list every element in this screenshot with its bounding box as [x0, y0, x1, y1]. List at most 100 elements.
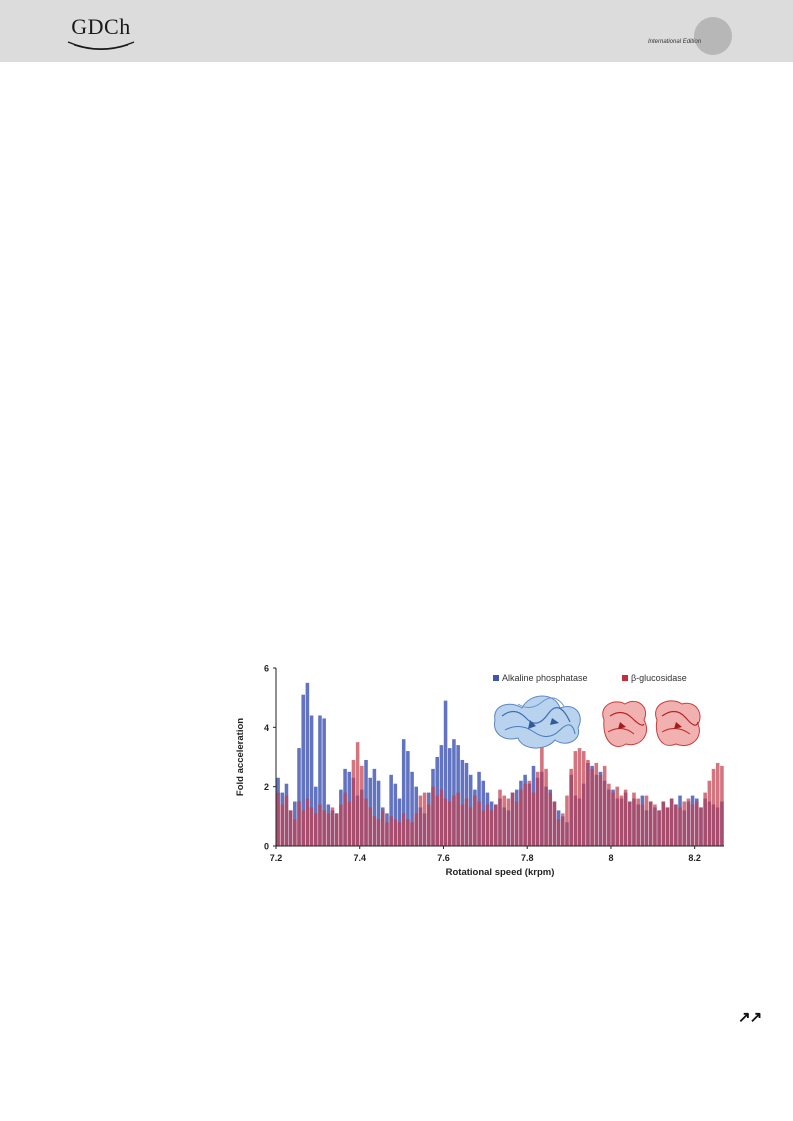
bar-beta-glucosidase — [389, 816, 393, 846]
bar-beta-glucosidase — [561, 813, 565, 846]
bar-alkaline-phosphatase — [322, 718, 326, 846]
bar-beta-glucosidase — [628, 801, 632, 846]
bar-beta-glucosidase — [548, 792, 553, 846]
bar-alkaline-phosphatase — [297, 748, 301, 846]
bar-beta-glucosidase — [707, 780, 712, 846]
bar-alkaline-phosphatase — [410, 771, 414, 846]
bar-beta-glucosidase — [460, 804, 465, 846]
y-tick-label: 2 — [264, 782, 269, 792]
bar-beta-glucosidase — [414, 813, 419, 846]
bar-beta-glucosidase — [494, 804, 498, 846]
bar-beta-glucosidase — [301, 810, 305, 846]
gdch-logo-text: GDCh — [71, 14, 131, 39]
bar-beta-glucosidase — [535, 771, 540, 846]
bar-beta-glucosidase — [565, 795, 569, 846]
bar-beta-glucosidase — [431, 786, 435, 846]
bar-alkaline-phosphatase — [393, 783, 398, 846]
corner-arrows-icon: ↗↗ — [738, 1009, 762, 1026]
bar-beta-glucosidase — [372, 816, 377, 846]
bar-beta-glucosidase — [611, 792, 615, 846]
bar-beta-glucosidase — [661, 801, 666, 846]
bar-beta-glucosidase — [330, 807, 335, 846]
bar-beta-glucosidase — [406, 819, 410, 846]
bar-beta-glucosidase — [544, 768, 548, 846]
bar-beta-glucosidase — [435, 795, 439, 846]
bar-alkaline-phosphatase — [301, 694, 305, 846]
legend-swatch-alkaline-phosphatase — [493, 675, 499, 681]
bar-beta-glucosidase — [573, 751, 578, 846]
bar-beta-glucosidase — [556, 819, 561, 846]
bar-beta-glucosidase — [674, 804, 678, 846]
bar-beta-glucosidase — [314, 813, 318, 846]
bar-beta-glucosidase — [322, 810, 326, 846]
x-tick-label: 7.6 — [437, 853, 450, 863]
bar-beta-glucosidase — [644, 795, 649, 846]
page-header: GDCh International Edition — [0, 0, 793, 62]
bar-beta-glucosidase — [703, 792, 707, 846]
bar-beta-glucosidase — [360, 765, 364, 846]
bar-beta-glucosidase — [602, 765, 607, 846]
alkaline-phosphatase-structure-image — [493, 695, 581, 749]
bar-beta-glucosidase — [619, 795, 624, 846]
bar-alkaline-phosphatase — [401, 739, 406, 846]
bar-beta-glucosidase — [607, 783, 611, 846]
bar-beta-glucosidase — [720, 765, 724, 846]
x-tick-label: 7.2 — [270, 853, 283, 863]
bar-beta-glucosidase — [334, 813, 339, 846]
x-tick-label: 8.2 — [688, 853, 701, 863]
x-axis-label: Rotational speed (krpm) — [446, 867, 555, 878]
bar-beta-glucosidase — [485, 804, 490, 846]
bar-beta-glucosidase — [422, 792, 427, 846]
bar-beta-glucosidase — [519, 789, 523, 846]
x-tick-label: 7.4 — [353, 853, 366, 863]
bar-beta-glucosidase — [577, 748, 582, 846]
bar-beta-glucosidase — [657, 810, 661, 846]
edition-circle-icon — [694, 17, 732, 55]
bar-beta-glucosidase — [305, 798, 310, 846]
legend-swatch-beta-glucosidase — [622, 675, 628, 681]
bar-beta-glucosidase — [280, 804, 285, 846]
bar-beta-glucosidase — [682, 801, 686, 846]
bar-beta-glucosidase — [318, 804, 322, 846]
bar-alkaline-phosphatase — [406, 751, 410, 846]
bar-beta-glucosidase — [326, 813, 331, 846]
bar-alkaline-phosphatase — [318, 715, 322, 846]
bar-beta-glucosidase — [632, 792, 636, 846]
bar-beta-glucosidase — [581, 751, 586, 846]
bar-beta-glucosidase — [297, 801, 301, 846]
bar-beta-glucosidase — [523, 783, 527, 846]
bar-beta-glucosidase — [368, 807, 372, 846]
bar-beta-glucosidase — [690, 804, 695, 846]
bar-beta-glucosidase — [711, 768, 716, 846]
bar-alkaline-phosphatase — [376, 780, 381, 846]
legend-label-beta-glucosidase: β-glucosidase — [631, 673, 687, 683]
bar-beta-glucosidase — [293, 819, 297, 846]
bar-beta-glucosidase — [464, 798, 469, 846]
y-tick-label: 0 — [264, 842, 269, 852]
bar-alkaline-phosphatase — [443, 700, 448, 846]
bar-beta-glucosidase — [531, 792, 536, 846]
bar-beta-glucosidase — [364, 798, 368, 846]
bar-beta-glucosidase — [498, 789, 502, 846]
legend-label-alkaline-phosphatase: Alkaline phosphatase — [502, 673, 588, 683]
bar-beta-glucosidase — [699, 807, 703, 846]
bar-beta-glucosidase — [715, 762, 720, 846]
bar-beta-glucosidase — [594, 762, 599, 846]
bar-beta-glucosidase — [385, 822, 389, 846]
bar-beta-glucosidase — [527, 780, 532, 846]
x-tick-label: 8 — [608, 853, 613, 863]
bar-beta-glucosidase — [339, 804, 343, 846]
bar-beta-glucosidase — [695, 801, 699, 846]
bar-beta-glucosidase — [468, 807, 473, 846]
bars-group — [276, 682, 724, 846]
bar-beta-glucosidase — [309, 807, 314, 846]
bar-beta-glucosidase — [427, 804, 431, 846]
bar-alkaline-phosphatase — [397, 798, 402, 846]
bar-alkaline-phosphatase — [309, 715, 314, 846]
bar-beta-glucosidase — [355, 742, 360, 846]
beta-glucosidase-structure-image — [602, 700, 701, 747]
bar-beta-glucosidase — [393, 819, 398, 846]
bar-beta-glucosidase — [276, 792, 280, 846]
bar-beta-glucosidase — [648, 801, 653, 846]
